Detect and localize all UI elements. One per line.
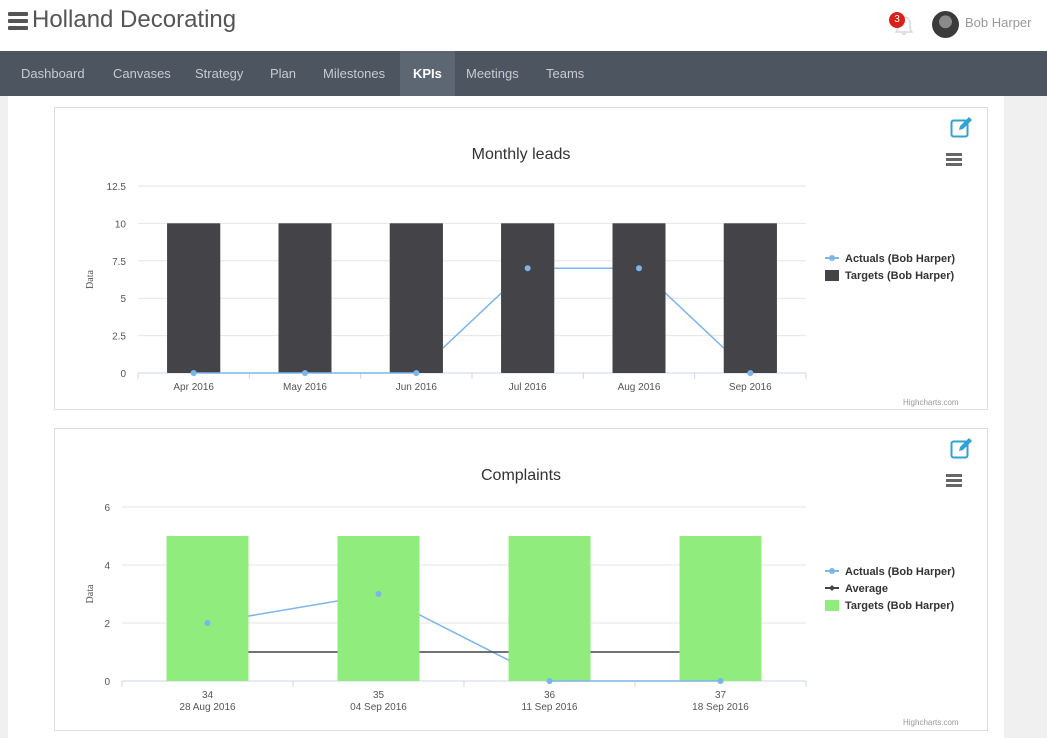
y-tick-label: 0 bbox=[120, 369, 126, 380]
target-bar-overlay bbox=[167, 223, 221, 372]
x-tick-label: Jun 2016 bbox=[396, 382, 438, 393]
y-tick-label: 12.5 bbox=[107, 182, 127, 193]
highcharts-credit[interactable]: Highcharts.com bbox=[903, 398, 959, 407]
x-tick-label: May 2016 bbox=[283, 382, 327, 393]
y-axis-title: Data bbox=[85, 584, 96, 603]
actuals-point bbox=[546, 678, 553, 684]
actuals-line bbox=[193, 267, 751, 374]
x-tick-sublabel: 28 Aug 2016 bbox=[179, 702, 236, 713]
notification-badge[interactable]: 3 bbox=[889, 12, 905, 28]
x-tick-sublabel: 18 Sep 2016 bbox=[692, 702, 749, 713]
chart-monthly-leads: 0 2.5 5 7.5 10 12.5 Data Apr 2016 May 2016 Jun 20… bbox=[85, 182, 955, 393]
target-bar-overlay bbox=[508, 536, 591, 680]
nav-strategy[interactable]: Strategy bbox=[195, 66, 244, 81]
actuals-point bbox=[204, 620, 211, 626]
kpi-panel-complaints: Complaints 0 2 4 6 Data 34 28 Aug 2016 35 04 Sep… bbox=[54, 428, 988, 731]
legend-marker bbox=[829, 568, 835, 574]
chart-menu-icon[interactable] bbox=[946, 474, 962, 487]
actuals-point bbox=[524, 265, 531, 272]
actuals-point bbox=[375, 591, 382, 597]
legend-label: Average bbox=[845, 583, 888, 595]
legend-marker bbox=[829, 255, 835, 261]
edit-icon[interactable] bbox=[950, 437, 974, 459]
legend-label: Actuals (Bob Harper) bbox=[845, 253, 955, 265]
x-tick-label: Aug 2016 bbox=[618, 382, 661, 393]
content-area: Monthly leads 0 2.5 5 7.5 10 12.5 Data Apr 2016… bbox=[8, 96, 1004, 738]
actuals-point bbox=[190, 370, 197, 376]
actuals-line bbox=[207, 593, 721, 682]
legend-label: Actuals (Bob Harper) bbox=[845, 566, 955, 578]
nav-plan[interactable]: Plan bbox=[270, 66, 297, 81]
nav-canvases[interactable]: Canvases bbox=[113, 66, 171, 81]
legend-label: Targets (Bob Harper) bbox=[845, 270, 955, 282]
x-tick-label: Sep 2016 bbox=[729, 382, 772, 393]
legend-marker bbox=[829, 585, 835, 591]
app-title: Holland Decorating bbox=[32, 6, 237, 33]
y-tick-label: 2 bbox=[104, 619, 110, 630]
x-tick-label: 36 bbox=[544, 690, 556, 701]
actuals-point bbox=[302, 370, 308, 376]
x-tick-label: Jul 2016 bbox=[509, 382, 547, 393]
actuals-point bbox=[413, 370, 420, 376]
nav-meetings[interactable]: Meetings bbox=[466, 66, 519, 81]
highcharts-credit[interactable]: Highcharts.com bbox=[903, 718, 959, 727]
y-axis-title: Data bbox=[85, 270, 96, 289]
y-tick-label: 6 bbox=[104, 503, 110, 514]
target-bar-overlay bbox=[337, 536, 420, 680]
main-nav: Dashboard Canvases Strategy Plan Milesto… bbox=[0, 51, 1047, 96]
top-bar: Holland Decorating 3 Bob Harper bbox=[0, 0, 1047, 51]
chart-title: Monthly leads bbox=[471, 146, 571, 163]
x-tick-label: 34 bbox=[202, 690, 214, 701]
actuals-point bbox=[747, 370, 754, 376]
nav-kpis[interactable]: KPIs bbox=[400, 51, 455, 96]
nav-milestones[interactable]: Milestones bbox=[323, 66, 386, 81]
x-tick-label: 35 bbox=[373, 690, 385, 701]
nav-teams[interactable]: Teams bbox=[546, 66, 585, 81]
actuals-point bbox=[636, 265, 642, 272]
actuals-point bbox=[717, 678, 724, 684]
target-bar-overlay bbox=[612, 223, 666, 372]
x-tick-label: Apr 2016 bbox=[173, 382, 214, 393]
avatar[interactable] bbox=[932, 11, 959, 38]
target-bar-overlay bbox=[679, 536, 762, 680]
chart-menu-icon[interactable] bbox=[946, 153, 962, 166]
hamburger-icon[interactable] bbox=[8, 12, 28, 30]
target-bar-overlay bbox=[278, 223, 332, 372]
y-tick-label: 10 bbox=[115, 219, 127, 230]
target-bar-overlay bbox=[501, 223, 555, 372]
y-tick-label: 7.5 bbox=[112, 257, 126, 268]
y-tick-label: 0 bbox=[104, 677, 110, 688]
user-name[interactable]: Bob Harper bbox=[965, 15, 1032, 30]
y-tick-label: 2.5 bbox=[112, 332, 126, 343]
target-bar-overlay bbox=[389, 223, 443, 372]
target-bar-overlay bbox=[723, 223, 777, 372]
legend-label: Targets (Bob Harper) bbox=[845, 600, 955, 612]
nav-dashboard[interactable]: Dashboard bbox=[21, 66, 85, 81]
x-tick-sublabel: 11 Sep 2016 bbox=[522, 702, 578, 713]
x-tick-sublabel: 04 Sep 2016 bbox=[350, 702, 407, 713]
x-tick-label: 37 bbox=[715, 690, 727, 701]
chart-title: Complaints bbox=[480, 467, 562, 484]
kpi-panel-monthly-leads: Monthly leads 0 2.5 5 7.5 10 12.5 Data Apr 2016… bbox=[54, 107, 988, 410]
y-tick-label: 5 bbox=[120, 294, 126, 305]
y-tick-label: 4 bbox=[104, 561, 110, 572]
edit-icon[interactable] bbox=[950, 116, 974, 138]
target-bar-overlay bbox=[166, 536, 249, 680]
legend-swatch bbox=[825, 270, 839, 281]
legend-swatch bbox=[825, 600, 839, 611]
